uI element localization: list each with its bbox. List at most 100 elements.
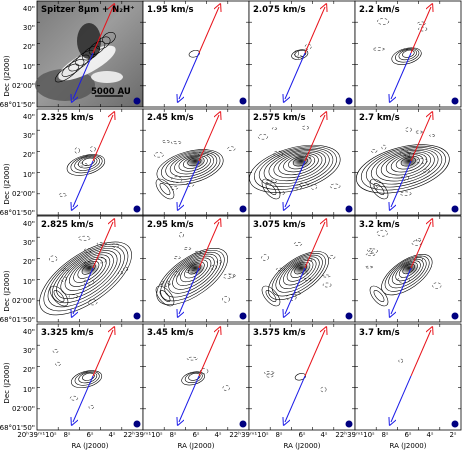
blue-outflow-arrow <box>73 160 94 207</box>
blue-outflow-arrow <box>73 267 94 314</box>
beam-marker <box>345 97 353 105</box>
y-axis-title: Dec (J2000) <box>3 55 11 96</box>
x-axis-title: RA (J2000) <box>178 442 215 450</box>
red-outflow-arrow <box>410 115 431 162</box>
blue-outflow-arrow <box>391 267 412 314</box>
channel-panel <box>248 0 356 108</box>
red-outflow-arrow <box>410 330 431 377</box>
scale-bar-label: 5000 AU <box>91 87 131 97</box>
red-outflow-arrow <box>304 222 325 269</box>
x-tick-label: 8ˢ <box>381 431 388 439</box>
blue-outflow-arrow <box>285 375 306 422</box>
beam-marker <box>239 97 247 105</box>
red-outflow-arrow <box>198 115 219 162</box>
blue-outflow-arrow <box>179 375 200 422</box>
velocity-label: 2.7 km/s <box>359 113 400 123</box>
x-tick-label: 4ˢ <box>108 431 115 439</box>
y-axis-title: Dec (J2000) <box>3 270 11 311</box>
y-tick-label: 20" <box>23 366 35 374</box>
y-tick-label: 68°01'50" <box>0 101 35 109</box>
beam-marker <box>451 312 459 320</box>
channel-panel <box>248 323 356 431</box>
y-tick-label: 68°01'50" <box>0 424 35 432</box>
y-tick-label: 40" <box>23 328 35 336</box>
y-tick-label: 10" <box>23 171 35 179</box>
y-tick-label: 40" <box>23 5 35 13</box>
beam-marker <box>451 97 459 105</box>
x-tick-label: 4ˢ <box>426 431 433 439</box>
red-outflow-arrow <box>304 330 325 377</box>
channel-panel <box>142 108 250 216</box>
beam-marker <box>239 205 247 213</box>
channel-panel <box>36 108 144 216</box>
blue-outflow-arrow <box>179 160 200 207</box>
velocity-label: 2.825 km/s <box>41 220 94 230</box>
y-tick-label: 20" <box>23 43 35 51</box>
beam-marker <box>345 312 353 320</box>
y-tick-label: 30" <box>23 239 35 247</box>
y-tick-label: 40" <box>23 113 35 121</box>
y-tick-label: 30" <box>23 347 35 355</box>
x-axis-title: RA (J2000) <box>284 442 321 450</box>
red-outflow-arrow <box>92 222 113 269</box>
x-axis-title: RA (J2000) <box>72 442 109 450</box>
velocity-label: 2.325 km/s <box>41 113 94 123</box>
channel-panel <box>248 215 356 323</box>
red-outflow-arrow <box>92 115 113 162</box>
channel-panel <box>142 323 250 431</box>
x-tick-label: 8ˢ <box>169 431 176 439</box>
y-tick-label: 40" <box>23 220 35 228</box>
y-tick-label: 02'00" <box>12 190 35 198</box>
x-tick-label: 20ʰ39ᵐ¹10ˢ <box>17 431 57 439</box>
y-tick-label: 02'00" <box>12 82 35 90</box>
red-outflow-arrow <box>410 7 431 54</box>
x-tick-label: 8ˢ <box>275 431 282 439</box>
y-tick-label: 68°01'50" <box>0 209 35 217</box>
beam-marker <box>133 420 141 428</box>
velocity-label: 2.575 km/s <box>253 113 306 123</box>
blue-outflow-arrow <box>179 267 200 314</box>
x-tick-label: 8ˢ <box>63 431 70 439</box>
velocity-label: 3.325 km/s <box>41 328 94 338</box>
x-tick-label: 2ˢ <box>449 431 456 439</box>
channel-panel <box>354 215 462 323</box>
red-outflow-arrow <box>198 7 219 54</box>
spitzer-panel <box>35 0 144 108</box>
blue-outflow-arrow <box>73 52 94 99</box>
channel-panel <box>142 215 250 323</box>
y-tick-label: 68°01'50" <box>0 316 35 324</box>
channel-panel <box>248 108 356 216</box>
x-tick-label: 6ˢ <box>86 431 93 439</box>
blue-outflow-arrow <box>391 52 412 99</box>
velocity-label: 2.2 km/s <box>359 5 400 15</box>
channel-panel <box>354 323 462 431</box>
velocity-label: 2.95 km/s <box>147 220 194 230</box>
velocity-label: 2.075 km/s <box>253 5 306 15</box>
y-tick-label: 10" <box>23 386 35 394</box>
red-outflow-arrow <box>92 7 113 54</box>
velocity-label: 3.075 km/s <box>253 220 306 230</box>
x-tick-label: 6ˢ <box>404 431 411 439</box>
blue-outflow-arrow <box>73 375 94 422</box>
x-tick-label: 4ˢ <box>214 431 221 439</box>
y-tick-label: 30" <box>23 24 35 32</box>
red-outflow-arrow <box>92 330 113 377</box>
blue-outflow-arrow <box>391 375 412 422</box>
beam-marker <box>345 420 353 428</box>
y-tick-label: 20" <box>23 258 35 266</box>
y-tick-label: 20" <box>23 151 35 159</box>
velocity-label: 3.45 km/s <box>147 328 194 338</box>
y-tick-label: 30" <box>23 132 35 140</box>
y-tick-label: 10" <box>23 278 35 286</box>
y-tick-label: 10" <box>23 63 35 71</box>
y-tick-label: 02'00" <box>12 297 35 305</box>
x-tick-label: 6ˢ <box>192 431 199 439</box>
velocity-label: 3.7 km/s <box>359 328 400 338</box>
y-axis-title: Dec (J2000) <box>3 163 11 204</box>
beam-marker <box>451 420 459 428</box>
beam-marker <box>239 420 247 428</box>
red-outflow-arrow <box>198 330 219 377</box>
channel-panel <box>354 108 462 216</box>
channel-panel <box>36 323 144 431</box>
